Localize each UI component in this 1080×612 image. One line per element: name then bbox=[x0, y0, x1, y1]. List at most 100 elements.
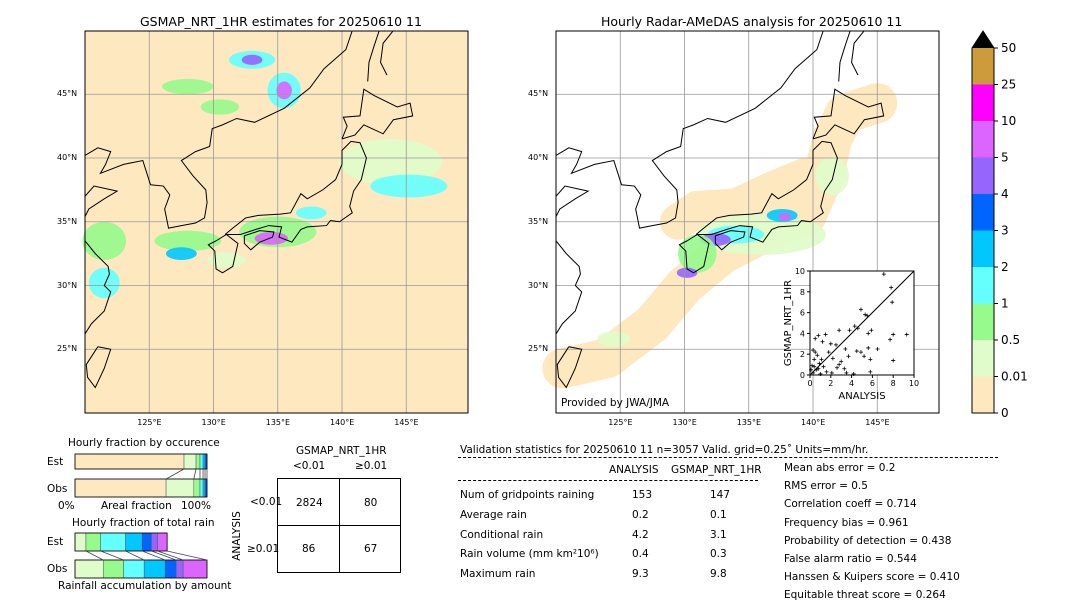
scatter-point bbox=[828, 341, 833, 346]
coastline bbox=[224, 140, 367, 243]
occurrence-bar-obs bbox=[74, 478, 208, 498]
rain-fraction bbox=[74, 532, 208, 579]
scatter-point bbox=[844, 370, 849, 375]
occurrence-segment bbox=[199, 478, 204, 498]
scatter-point bbox=[812, 364, 817, 369]
scatter-point bbox=[835, 365, 840, 370]
scatter-point bbox=[830, 356, 835, 361]
scatter-point bbox=[858, 350, 863, 355]
right-map-title: Hourly Radar-AMeDAS analysis for 2025061… bbox=[601, 14, 903, 29]
y-tick-label: 10 bbox=[795, 267, 805, 276]
occurrence-segment bbox=[195, 453, 201, 470]
stats-row-label: Conditional rain bbox=[460, 529, 544, 541]
score-line: Mean abs error = 0.2 bbox=[784, 462, 896, 474]
occurrence-segment bbox=[193, 478, 201, 498]
connector-line bbox=[125, 550, 145, 561]
y-tick-label: 4 bbox=[800, 329, 805, 338]
scatter-point bbox=[865, 313, 870, 318]
scatter-point bbox=[875, 347, 880, 351]
coastline bbox=[85, 240, 112, 335]
credit-text: Provided by JWA/JMA bbox=[561, 397, 670, 409]
colorbar-segment bbox=[972, 230, 994, 267]
connector-line bbox=[157, 550, 184, 561]
y-tick-label: 0 bbox=[800, 371, 805, 380]
colorbar-tick-label: 3 bbox=[1001, 224, 1009, 238]
scatter-point bbox=[846, 354, 851, 359]
occurrence-segment bbox=[74, 478, 167, 498]
scatter-point bbox=[858, 307, 863, 312]
occurrence-title: Hourly fraction by occurence bbox=[68, 437, 220, 449]
precip-area bbox=[295, 206, 327, 220]
precip-area bbox=[597, 331, 631, 347]
rain-title: Hourly fraction of total rain bbox=[72, 517, 215, 529]
precip-area bbox=[370, 174, 448, 198]
scatter-point bbox=[837, 328, 842, 333]
connector-line bbox=[167, 550, 208, 561]
scatter-point bbox=[855, 326, 860, 331]
stats-analysis-value: 9.3 bbox=[632, 568, 649, 580]
connector-line bbox=[100, 550, 124, 561]
rain-fraction-segment bbox=[100, 532, 126, 552]
diagonal-line bbox=[809, 270, 915, 376]
rain-fraction-segment bbox=[125, 532, 143, 552]
stats-analysis-value: 153 bbox=[632, 489, 653, 501]
y-tick-label: 2 bbox=[800, 350, 805, 359]
cell-tn: 2824 bbox=[296, 497, 323, 509]
scatter-point bbox=[817, 361, 822, 366]
cont-row-title: ANALYSIS bbox=[230, 511, 243, 561]
occurrence bbox=[74, 453, 208, 498]
precip-area bbox=[82, 221, 127, 260]
lat-tick-label: 45°N bbox=[57, 89, 78, 99]
coastline bbox=[85, 31, 353, 229]
precip-area bbox=[154, 230, 222, 252]
occurrence-segment bbox=[202, 478, 206, 498]
scatter-point bbox=[829, 370, 834, 375]
coastline bbox=[380, 31, 394, 76]
lon-tick-label: 125°E bbox=[608, 418, 633, 427]
cont-row-1: ≥0.01 bbox=[247, 543, 280, 555]
lon-tick-label: 135°E bbox=[736, 418, 762, 427]
colorbar: 0 0.01 0.5 1 2 3 4 5 10 25 50 bbox=[971, 30, 1028, 420]
precip-area bbox=[165, 247, 197, 260]
scatter-point bbox=[809, 367, 814, 372]
scatter-point bbox=[843, 347, 848, 351]
precip-area bbox=[676, 267, 698, 278]
coastline bbox=[243, 230, 275, 251]
x-tick-label: 6 bbox=[870, 379, 875, 388]
y-tick-label: 6 bbox=[800, 309, 805, 318]
precip-area bbox=[241, 54, 263, 65]
scatter-point bbox=[863, 312, 868, 317]
stats-gsmap-value: 0.3 bbox=[710, 548, 727, 560]
scatter-point bbox=[810, 363, 815, 368]
stats-row-label: Maximum rain bbox=[460, 568, 536, 580]
colorbar-segment bbox=[972, 157, 994, 194]
rain-fraction-segment bbox=[151, 532, 158, 552]
colorbar-tick-label: 1 bbox=[1001, 297, 1009, 311]
rain-fraction-segment bbox=[74, 559, 104, 579]
coastline bbox=[838, 31, 851, 82]
stats-gsmap-value: 3.1 bbox=[710, 529, 727, 541]
x-tick-label: 2 bbox=[828, 379, 833, 388]
stats-gsmap-value: 147 bbox=[710, 489, 731, 501]
coastline bbox=[556, 240, 583, 335]
rain-fraction-segment bbox=[175, 559, 184, 579]
rain-fraction-bar-est bbox=[74, 532, 168, 552]
stats-row-label: Rain volume (mm km²10⁶) bbox=[460, 548, 599, 560]
precip-area bbox=[88, 267, 120, 299]
score-line: Hanssen & Kuipers score = 0.410 bbox=[784, 571, 960, 584]
stats-col-gsmap: GSMAP_NRT_1HR bbox=[671, 464, 762, 476]
right-map-frame bbox=[555, 30, 940, 414]
score-line: False alarm ratio = 0.544 bbox=[784, 553, 917, 565]
coastline bbox=[341, 88, 414, 140]
scatter-point bbox=[818, 371, 823, 376]
occ-xtick-left: 0% bbox=[58, 500, 75, 512]
rain-fraction-segment bbox=[164, 559, 177, 579]
coastline bbox=[851, 31, 865, 76]
scatter-xlabel: ANALYSIS bbox=[838, 391, 885, 402]
scatter-point bbox=[839, 359, 844, 364]
precip-area bbox=[207, 252, 246, 268]
rain-obs-label: Obs bbox=[47, 563, 68, 575]
connector-line bbox=[142, 550, 166, 561]
colorbar-segment bbox=[972, 121, 994, 158]
